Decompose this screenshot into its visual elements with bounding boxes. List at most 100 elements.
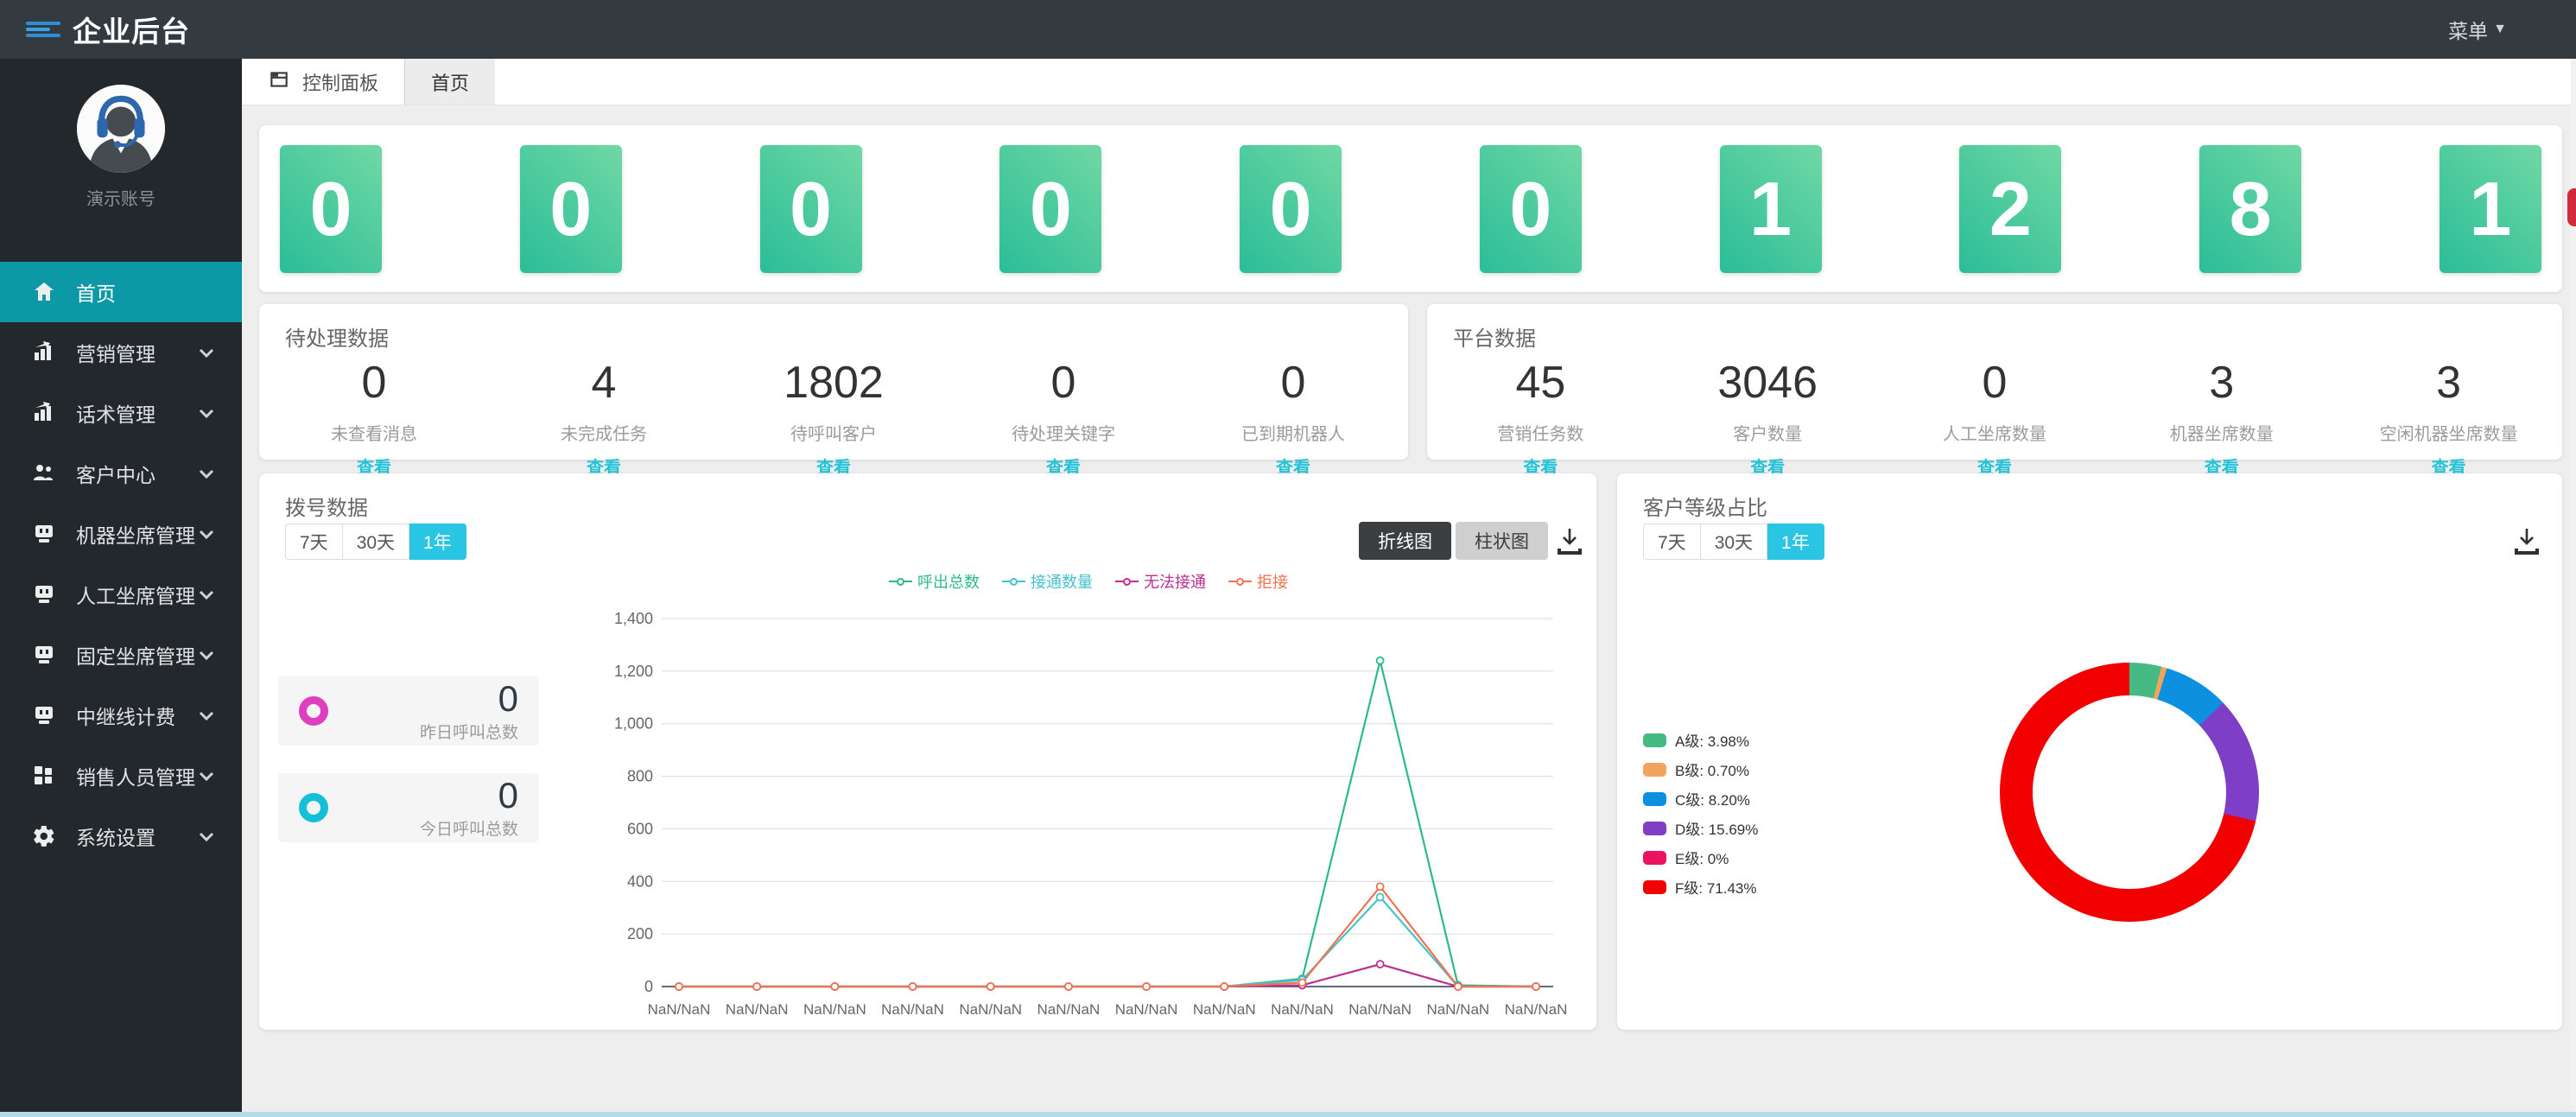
- view-link[interactable]: 查看: [2431, 459, 2466, 478]
- range-button-1年[interactable]: 1年: [1767, 524, 1824, 560]
- svg-text:0: 0: [644, 978, 653, 995]
- sidebar-item-9[interactable]: 系统设置: [0, 806, 242, 866]
- sidebar-item-0[interactable]: 首页: [0, 262, 242, 322]
- dial-side-stats: 0 昨日呼叫总数 0 今日呼叫总数: [278, 676, 539, 870]
- view-link[interactable]: 查看: [357, 459, 391, 478]
- svg-text:800: 800: [627, 768, 653, 785]
- stat-label: 未完成任务: [561, 425, 647, 444]
- stat-value: 0: [1050, 358, 1076, 408]
- sidebar-item-7[interactable]: 中继线计费: [0, 685, 242, 746]
- view-link[interactable]: 查看: [816, 459, 851, 478]
- sidebar-item-5[interactable]: 人工坐席管理: [0, 564, 242, 625]
- range-button-7天[interactable]: 7天: [1643, 524, 1701, 560]
- call-total-label: 今日呼叫总数: [419, 820, 518, 839]
- call-total-box: 0 昨日呼叫总数: [278, 676, 539, 746]
- stat-value: 1802: [784, 358, 884, 408]
- legend-item-拒接[interactable]: 拒接: [1228, 570, 1288, 593]
- legend-swatch-icon: [1643, 821, 1666, 835]
- dial-line-chart: 0 200 400 600 800 1,000 1,200 1,400 NaN/NaN NaN/N…: [603, 603, 1569, 1029]
- legend-item-无法接通[interactable]: 无法接通: [1115, 570, 1206, 593]
- summary-tile-5: 0: [1479, 144, 1582, 273]
- stat-column: 3046 客户数量 查看: [1654, 358, 1881, 479]
- legend-marker-icon: [897, 577, 904, 586]
- sidebar-item-4[interactable]: 机器坐席管理: [0, 504, 242, 564]
- svg-text:NaN/NaN: NaN/NaN: [1115, 1001, 1178, 1018]
- pie-legend-item-B级: B级: 0.70%: [1643, 758, 1758, 780]
- avatar[interactable]: [77, 85, 165, 173]
- download-icon[interactable]: [2512, 525, 2541, 556]
- ring-icon: [299, 696, 328, 726]
- summary-tile-7: 2: [1959, 144, 2062, 273]
- platform-data-panel: 平台数据 45 营销任务数 查看 3046 客户数量 查看 0 人工坐席数量 查看 3 机器坐席数量…: [1427, 304, 2562, 478]
- vertical-scrollbar[interactable]: [2571, 59, 2576, 1112]
- stat-label: 人工坐席数量: [1942, 425, 2046, 444]
- svg-text:NaN/NaN: NaN/NaN: [803, 1001, 866, 1018]
- stat-column: 3 机器坐席数量 查看: [2108, 358, 2335, 479]
- summary-tile-4: 0: [1240, 144, 1342, 273]
- range-button-30天[interactable]: 30天: [1700, 524, 1768, 560]
- sidebar-item-3[interactable]: 客户中心: [0, 443, 242, 504]
- chevron-down-icon: [197, 585, 216, 604]
- tab-control-panel[interactable]: 控制面板: [242, 59, 404, 105]
- stat-label: 已到期机器人: [1241, 425, 1345, 444]
- svg-text:NaN/NaN: NaN/NaN: [1271, 1001, 1334, 1018]
- robot-icon: [31, 702, 57, 728]
- view-link[interactable]: 查看: [2204, 459, 2239, 478]
- sidebar-item-label: 话术管理: [76, 403, 155, 426]
- robot-icon: [31, 581, 57, 607]
- view-link[interactable]: 查看: [1750, 459, 1786, 478]
- sidebar-item-label: 系统设置: [76, 827, 155, 849]
- headset-agent-icon: [77, 85, 165, 173]
- sidebar-item-label: 固定坐席管理: [76, 645, 195, 668]
- stat-label: 待处理关键字: [1012, 425, 1115, 444]
- range-button-30天[interactable]: 30天: [342, 524, 410, 560]
- ring-icon: [299, 793, 328, 822]
- clipped-red-badge[interactable]: [2567, 188, 2576, 226]
- bar-chart-type-button[interactable]: 柱状图: [1456, 522, 1548, 560]
- view-link[interactable]: 查看: [1046, 459, 1081, 478]
- horizontal-scrollbar[interactable]: [0, 1112, 2576, 1117]
- grid-icon: [31, 763, 57, 789]
- sidebar-item-8[interactable]: 销售人员管理: [0, 746, 242, 806]
- legend-item-呼出总数[interactable]: 呼出总数: [889, 570, 980, 593]
- menu-dropdown[interactable]: 菜单 ▼: [2448, 15, 2507, 44]
- view-link[interactable]: 查看: [1276, 459, 1310, 478]
- view-link[interactable]: 查看: [587, 459, 621, 478]
- legend-swatch-icon: [1643, 791, 1666, 806]
- summary-tile-6: 1: [1719, 144, 1822, 273]
- legend-swatch-icon: [1643, 762, 1666, 777]
- summary-tile-1: 0: [519, 144, 622, 273]
- download-icon[interactable]: [1555, 525, 1584, 556]
- legend-marker-icon: [1236, 577, 1244, 586]
- chevron-down-icon: [197, 464, 216, 483]
- tab-home[interactable]: 首页: [405, 59, 496, 105]
- stat-value: 0: [1982, 358, 2008, 408]
- svg-text:400: 400: [627, 873, 653, 890]
- chart-icon: [31, 400, 57, 426]
- line-chart-type-button[interactable]: 折线图: [1359, 522, 1451, 560]
- view-link[interactable]: 查看: [1976, 459, 2012, 478]
- panel-title: 拨号数据: [285, 497, 368, 520]
- view-link[interactable]: 查看: [1523, 459, 1558, 478]
- sidebar-item-1[interactable]: 营销管理: [0, 322, 242, 383]
- chevron-down-icon: [197, 706, 216, 725]
- pie-legend-label: B级: 0.70%: [1675, 763, 1749, 779]
- pie-legend-label: A级: 3.98%: [1675, 733, 1749, 750]
- sidebar-item-6[interactable]: 固定坐席管理: [0, 625, 242, 685]
- chevron-down-icon: [197, 645, 216, 664]
- panel-title: 待处理数据: [285, 327, 389, 351]
- stat-column: 3 空闲机器坐席数量 查看: [2335, 358, 2562, 479]
- svg-text:NaN/NaN: NaN/NaN: [1193, 1001, 1256, 1018]
- sidebar-item-label: 中继线计费: [76, 706, 175, 728]
- svg-text:NaN/NaN: NaN/NaN: [959, 1001, 1022, 1018]
- range-button-1年[interactable]: 1年: [409, 524, 466, 560]
- stat-label: 待呼叫客户: [790, 425, 877, 444]
- sidebar-item-2[interactable]: 话术管理: [0, 383, 242, 443]
- legend-item-接通数量[interactable]: 接通数量: [1002, 570, 1093, 593]
- range-button-7天[interactable]: 7天: [285, 524, 343, 560]
- sidebar-item-label: 首页: [76, 282, 116, 305]
- logo-icon[interactable]: [26, 22, 60, 37]
- svg-text:1,200: 1,200: [614, 663, 653, 680]
- chevron-down-icon: [197, 524, 216, 543]
- sidebar-item-label: 营销管理: [76, 343, 155, 365]
